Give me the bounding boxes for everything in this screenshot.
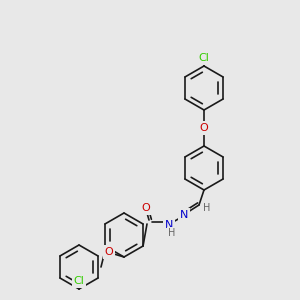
Text: O: O <box>200 123 208 133</box>
Text: Cl: Cl <box>199 53 209 63</box>
Text: N: N <box>180 210 188 220</box>
Text: Cl: Cl <box>74 276 84 286</box>
Text: O: O <box>142 203 150 213</box>
Text: H: H <box>203 203 211 213</box>
Text: H: H <box>168 228 176 238</box>
Text: O: O <box>105 247 113 257</box>
Text: N: N <box>165 220 173 230</box>
